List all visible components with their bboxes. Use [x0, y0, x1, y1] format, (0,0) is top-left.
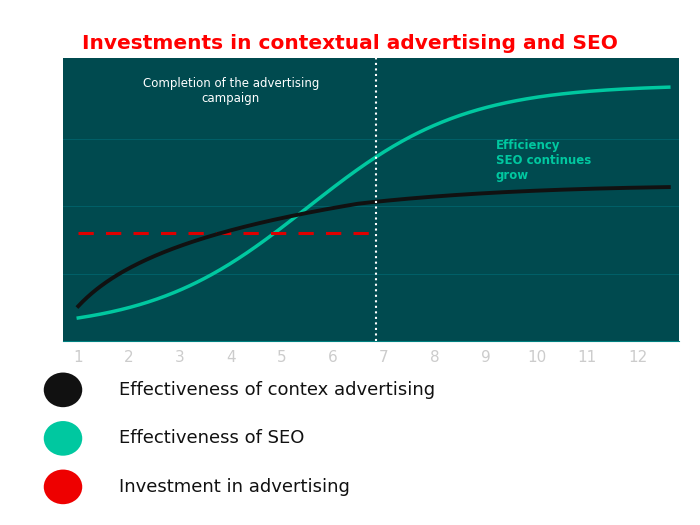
Y-axis label: Visitors: Visitors: [36, 164, 55, 235]
Text: Investments in contextual advertising and SEO: Investments in contextual advertising an…: [82, 34, 618, 53]
Text: Effectiveness of SEO: Effectiveness of SEO: [119, 429, 304, 447]
Text: Effectiveness of contex advertising: Effectiveness of contex advertising: [119, 381, 435, 399]
Text: Completion of the advertising
campaign: Completion of the advertising campaign: [143, 77, 319, 104]
Text: Investment in advertising: Investment in advertising: [119, 478, 350, 496]
Ellipse shape: [43, 421, 83, 456]
Ellipse shape: [43, 373, 83, 407]
Ellipse shape: [43, 469, 83, 504]
Text: Efficiency
SEO continues
grow: Efficiency SEO continues grow: [496, 139, 591, 182]
